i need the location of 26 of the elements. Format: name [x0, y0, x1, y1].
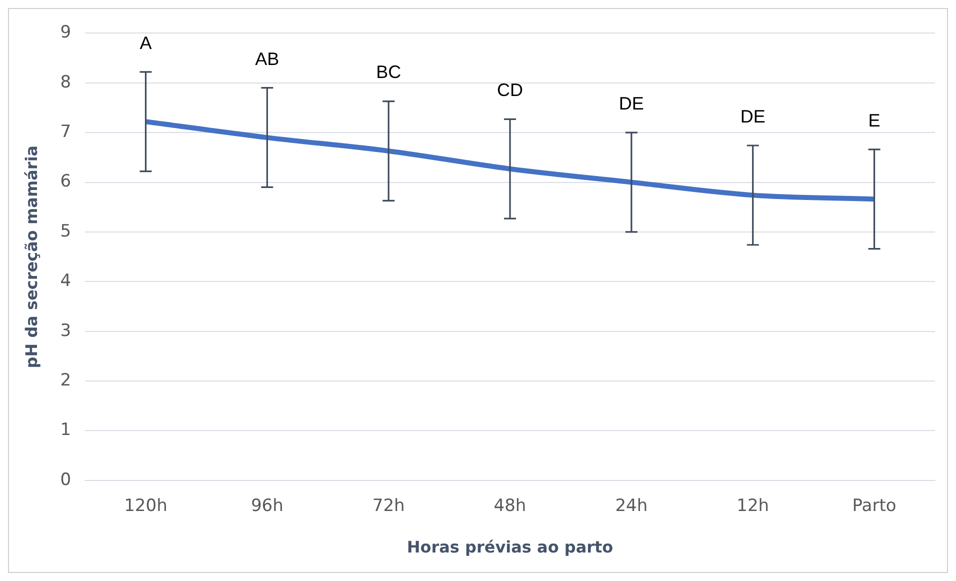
y-axis-title: pH da secreção mamária	[22, 145, 41, 368]
annotation: AB	[255, 48, 280, 69]
y-tick-label: 2	[60, 370, 72, 390]
annotation: E	[868, 110, 880, 130]
y-tick-label: 8	[60, 72, 72, 92]
y-tick-label: 4	[60, 271, 72, 292]
y-tick-label: 6	[60, 172, 72, 192]
x-tick-label: 24h	[615, 496, 648, 516]
x-tick-label: 120h	[124, 496, 168, 516]
y-tick-label: 0	[60, 470, 72, 490]
annotation: A	[140, 32, 152, 53]
x-tick-label: Parto	[852, 496, 896, 516]
x-tick-label: 48h	[494, 496, 526, 516]
y-tick-label: 1	[60, 420, 72, 440]
y-tick-label: 3	[60, 320, 72, 341]
x-tick-label: 96h	[250, 496, 284, 516]
y-tick-label: 5	[60, 221, 72, 242]
y-tick-label: 9	[60, 22, 72, 43]
x-axis-title: Horas prévias ao parto	[406, 538, 614, 557]
annotation: DE	[618, 94, 644, 114]
x-tick-label: 72h	[372, 496, 405, 516]
annotation: DE	[740, 106, 766, 126]
annotation: BC	[376, 62, 402, 82]
annotation: CD	[497, 80, 524, 100]
y-tick-label: 7	[60, 122, 72, 142]
x-tick-label: 12h	[736, 496, 770, 516]
